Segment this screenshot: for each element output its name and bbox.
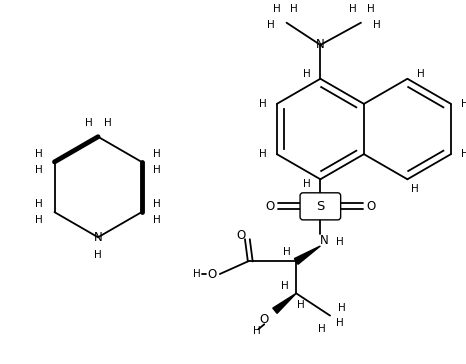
Text: H: H (35, 165, 43, 175)
Text: H: H (84, 118, 92, 128)
FancyBboxPatch shape (300, 193, 341, 220)
Text: H: H (283, 247, 290, 257)
Text: N: N (320, 234, 329, 247)
Text: H: H (460, 149, 466, 159)
Text: O: O (366, 200, 375, 213)
Text: H: H (290, 4, 298, 14)
Text: H: H (460, 99, 466, 109)
Text: O: O (236, 229, 246, 242)
Text: H: H (153, 149, 161, 159)
Text: H: H (372, 20, 380, 29)
Text: H: H (338, 303, 345, 313)
Text: H: H (273, 4, 281, 14)
Text: H: H (281, 281, 288, 290)
Text: H: H (35, 149, 43, 159)
Text: N: N (316, 39, 325, 51)
Text: H: H (104, 118, 111, 128)
Text: S: S (316, 200, 324, 213)
Text: H: H (303, 179, 311, 189)
Text: H: H (367, 4, 375, 14)
Text: H: H (153, 199, 161, 209)
Text: H: H (94, 250, 102, 260)
Text: N: N (94, 231, 103, 244)
Text: H: H (267, 20, 275, 29)
Text: H: H (260, 149, 267, 159)
Text: H: H (35, 199, 43, 209)
Text: H: H (336, 318, 343, 328)
Text: H: H (411, 184, 419, 194)
Text: H: H (297, 300, 305, 310)
Polygon shape (295, 246, 320, 264)
Polygon shape (273, 293, 296, 313)
Text: H: H (303, 69, 311, 79)
Text: H: H (35, 215, 43, 225)
Text: H: H (336, 237, 343, 247)
Text: O: O (260, 313, 269, 326)
Text: H: H (193, 269, 200, 279)
Text: H: H (318, 324, 326, 334)
Text: H: H (417, 69, 425, 79)
Text: O: O (207, 268, 217, 281)
Text: H: H (253, 326, 260, 336)
Text: H: H (153, 215, 161, 225)
Text: H: H (260, 99, 267, 109)
Text: H: H (350, 4, 357, 14)
Text: H: H (153, 165, 161, 175)
Text: O: O (266, 200, 275, 213)
